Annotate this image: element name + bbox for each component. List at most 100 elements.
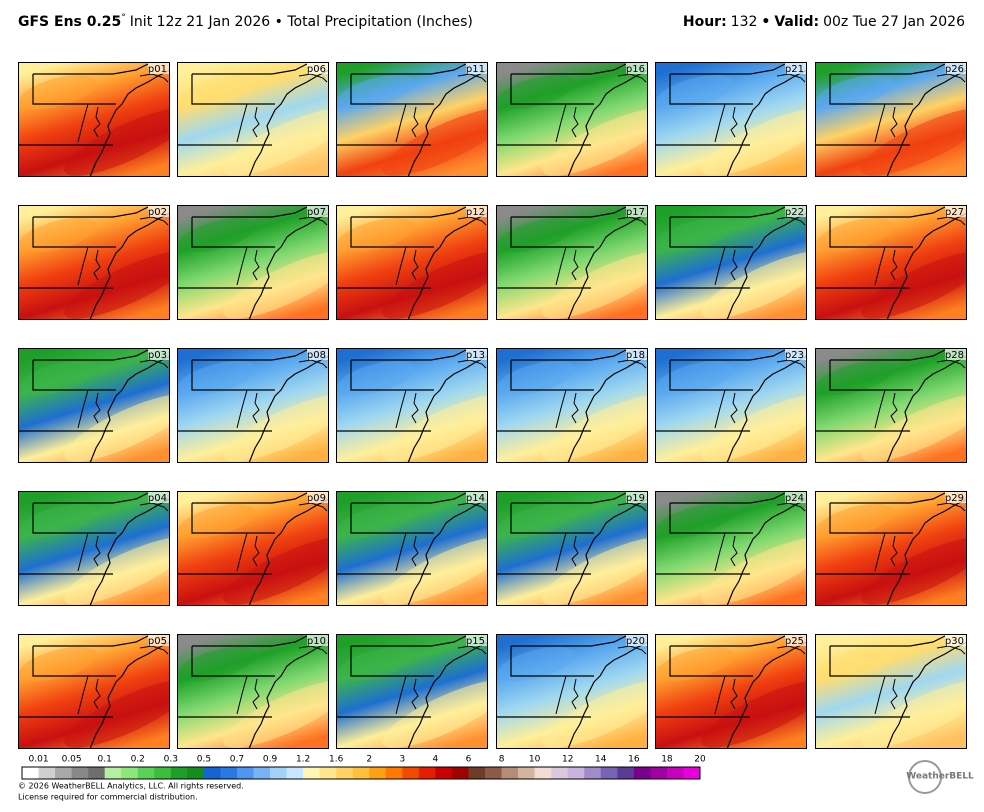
colorbar-swatch [402,767,420,779]
valid: 00z Tue 27 Jan 2026 [823,14,965,30]
panel: p03 [18,348,170,463]
map-field [177,491,329,606]
colorbar-label: 0.1 [98,755,112,765]
map-field [336,62,488,177]
panel-label: p18 [626,350,645,361]
colorbar-swatch [121,767,139,779]
panel-label: p14 [466,493,485,504]
panel-label: p11 [466,64,485,75]
map-field [815,348,967,463]
panel: p15 [336,634,488,749]
panel-label: p21 [785,64,804,75]
colorbar-label: 1.6 [329,755,344,765]
colorbar-label: 0.01 [29,755,49,765]
colorbar-swatch [435,767,453,779]
map-field [496,491,648,606]
panel-label: p29 [945,493,964,504]
colorbar-swatch [253,767,271,779]
panel-label: p27 [945,207,964,218]
panel-frame [177,62,329,177]
panel-frame [177,205,329,320]
colorbar-swatch [633,767,651,779]
panel-label: p15 [466,636,485,647]
colorbar-label: 0.05 [62,755,82,765]
colorbar-swatch [236,767,254,779]
panel-frame [18,205,170,320]
hour-label: Hour: [683,14,727,30]
panel: p18 [496,348,648,463]
panel-label: p24 [785,493,804,504]
colorbar-label: 3 [399,755,405,765]
colorbar-swatch [270,767,287,779]
panel-frame [655,62,807,177]
panel-frame [655,491,807,606]
map-field [496,62,648,177]
panels: p01 p06 p11 p16 p21 p26 p02 p07 p12 p17 p22 p27 p03 p… [18,62,967,749]
panel: p13 [336,348,488,463]
colorbar-swatch [534,767,552,779]
panel-frame [18,491,170,606]
colorbar-label: 4 [433,755,439,765]
colorbar-swatch [220,767,238,779]
colorbar-swatch [617,767,635,779]
colorbar-swatch [55,767,72,779]
colorbar-frame [21,766,701,780]
colorbar-swatch [567,767,585,779]
map-field [815,491,967,606]
panel-label: p13 [466,350,485,361]
panel-label: p22 [785,207,804,218]
panel-frame [177,491,329,606]
colorbar-swatch [154,767,172,779]
logo-swirl [908,760,942,794]
panel-frame [177,634,329,749]
panel: p30 [815,634,967,749]
colorbar-label: 0.5 [197,755,211,765]
panel: p21 [655,62,807,177]
valid-label: Valid: [774,14,819,30]
colorbar-swatch [518,767,535,779]
title: GFS Ens 0.25° Init 12z 21 Jan 2026 • Tota… [18,13,473,31]
panel-label: p04 [148,493,167,504]
degree: ° [121,13,126,23]
panel-label: p19 [626,493,645,504]
panel: p02 [18,205,170,320]
colorbar-label: 20 [694,755,706,765]
panel: p12 [336,205,488,320]
panel-label: p23 [785,350,804,361]
colorbar-swatch [385,767,403,779]
map-field [18,634,170,749]
panel-label: p28 [945,350,964,361]
colorbar-swatch [71,767,89,779]
map-field [655,634,807,749]
colorbar-swatch [650,767,668,779]
map-field [496,205,648,320]
colorbar-swatch [286,767,304,779]
panel-label: p12 [466,207,485,218]
colorbar-label: 16 [628,755,640,765]
map-field [496,348,648,463]
colorbar-swatch [319,767,337,779]
colorbar-label: 10 [529,755,541,765]
panel: p25 [655,634,807,749]
colorbar-swatch [551,767,569,779]
colorbar-swatch [170,767,188,779]
map-field [655,62,807,177]
map-field [18,348,170,463]
colorbar-label: 0.7 [230,755,244,765]
panel: p22 [655,205,807,320]
colorbar-label: 1.2 [296,755,310,765]
panel-frame [336,348,488,463]
map-field [655,348,807,463]
panel-frame [655,348,807,463]
colorbar-label: 14 [595,755,607,765]
colorbar-swatch [369,767,387,779]
panel: p17 [496,205,648,320]
panel-label: p16 [626,64,645,75]
copyright: © 2026 WeatherBELL Analytics, LLC. All r… [18,782,244,791]
panel-frame [18,62,170,177]
colorbar-label: 0.2 [131,755,145,765]
panel: p26 [815,62,967,177]
panel: p10 [177,634,329,749]
colorbar-label: 18 [661,755,673,765]
